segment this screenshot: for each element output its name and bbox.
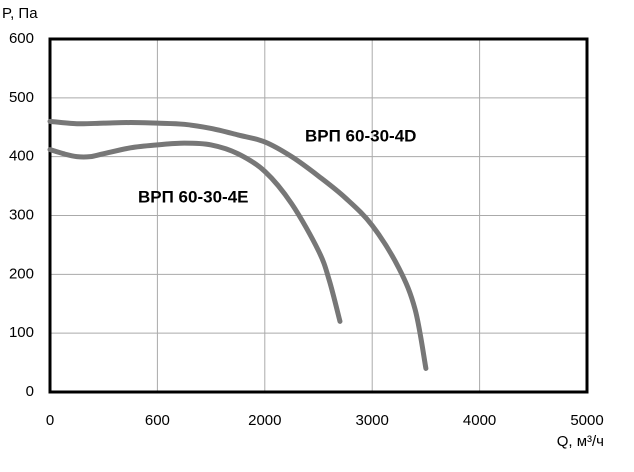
x-tick-label: 2000 bbox=[248, 412, 281, 429]
series-line bbox=[47, 140, 343, 324]
y-tick-label: 0 bbox=[26, 383, 34, 400]
x-tick-label: 5000 bbox=[570, 412, 603, 429]
y-tick-label: 300 bbox=[9, 206, 34, 223]
series-label: ВРП 60-30-4D bbox=[305, 126, 416, 145]
y-tick-label: 400 bbox=[9, 148, 34, 165]
y-tick-label: 100 bbox=[9, 324, 34, 341]
x-tick-label: 3000 bbox=[356, 412, 389, 429]
series-line bbox=[47, 118, 429, 371]
x-tick-label: 4000 bbox=[463, 412, 496, 429]
plot-frame bbox=[48, 37, 589, 394]
x-tick-label: 0 bbox=[46, 412, 54, 429]
x-axis-label: Q, м³/ч bbox=[557, 433, 604, 450]
y-tick-label: 500 bbox=[9, 89, 34, 106]
y-tick-label: 200 bbox=[9, 265, 34, 282]
series-label: ВРП 60-30-4E bbox=[138, 187, 249, 206]
x-tick-label: 600 bbox=[145, 412, 170, 429]
y-axis-label: P, Па bbox=[2, 5, 38, 22]
y-tick-label: 600 bbox=[9, 30, 34, 47]
